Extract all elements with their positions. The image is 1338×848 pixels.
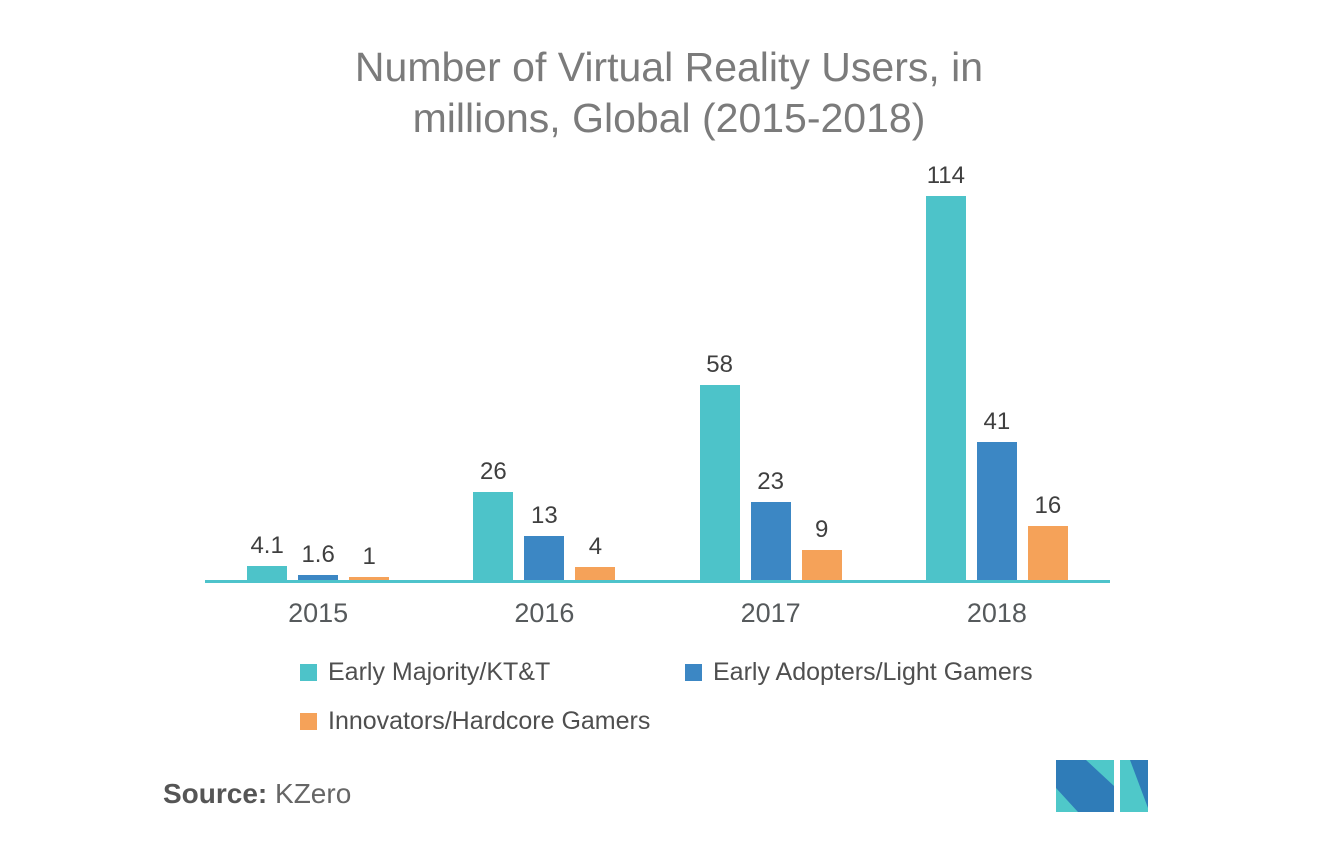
x-label-2018: 2018 [966,598,1027,628]
source-attribution: Source: KZero [163,778,351,810]
x-label-2016: 2016 [514,598,575,628]
bar-col: 41 [976,408,1017,580]
bar-col: 26 [473,458,514,580]
bar-group-2015: 4.1 1.6 1 [205,160,431,580]
value-label-early-majority-kt-t-2015: 4.1 [250,532,284,559]
innovators-hardcore-gamers-bar-2018 [1027,526,1068,580]
early-majority-kt-t-bar-2017 [699,385,740,580]
chart-legend: Early Majority/KT&T Early Adopters/Light… [300,658,1080,736]
legend-label: Early Majority/KT&T [328,658,551,686]
legend-swatch-icon [685,664,702,681]
value-label-early-majority-kt-t-2018: 114 [926,162,965,189]
value-label-innovators-hardcore-gamers-2016: 4 [588,533,603,560]
bar-col: 114 [925,162,966,580]
bar-col: 9 [801,516,842,580]
bar-col: 1 [349,543,390,580]
legend-swatch-icon [300,664,317,681]
value-label-early-adopters-light-gamers-2018: 41 [983,408,1011,435]
bar-col: 23 [750,468,791,580]
innovators-hardcore-gamers-bar-2016 [575,567,616,580]
chart-title-line1: Number of Virtual Reality Users, in [354,44,984,90]
bar-group-2017: 58 23 9 [658,160,884,580]
value-label-early-adopters-light-gamers-2015: 1.6 [301,541,335,568]
chart-plot: 4.1 1.6 1 26 13 4 58 23 9 114 41 16 [205,160,1110,583]
bar-group-2018: 114 41 16 [884,160,1110,580]
legend-item-early-adopters: Early Adopters/Light Gamers [685,658,1033,687]
innovators-hardcore-gamers-bar-2015 [349,577,390,580]
bar-col: 4.1 [247,532,288,580]
value-label-innovators-hardcore-gamers-2018: 16 [1034,492,1062,519]
bar-col: 58 [699,351,740,580]
mordor-intelligence-logo [1056,760,1148,812]
legend-label: Innovators/Hardcore Gamers [328,707,651,735]
value-label-early-adopters-light-gamers-2016: 13 [531,502,558,529]
x-label-2015: 2015 [288,598,349,628]
value-label-early-adopters-light-gamers-2017: 23 [757,468,784,495]
early-adopters-light-gamers-bar-2016 [524,536,565,580]
legend-item-early-majority: Early Majority/KT&T [300,658,685,687]
value-label-early-majority-kt-t-2016: 26 [480,458,507,485]
bar-col: 4 [575,533,616,580]
early-majority-kt-t-bar-2016 [473,492,514,580]
bar-col: 13 [524,502,565,580]
value-label-innovators-hardcore-gamers-2015: 1 [362,543,376,570]
bar-col: 16 [1027,492,1068,580]
legend-swatch-icon [300,713,317,730]
early-majority-kt-t-bar-2018 [925,196,966,580]
bar-group-2016: 26 13 4 [431,160,657,580]
innovators-hardcore-gamers-bar-2017 [801,550,842,580]
early-adopters-light-gamers-bar-2017 [750,502,791,580]
bar-col: 1.6 [298,541,339,580]
x-axis-labels: 2015 2016 2017 2018 [205,598,1110,629]
source-value: KZero [275,778,352,809]
value-label-early-majority-kt-t-2017: 58 [706,351,733,378]
legend-label: Early Adopters/Light Gamers [713,658,1033,686]
source-label: Source: [163,778,268,809]
early-majority-kt-t-bar-2015 [247,566,288,580]
chart-title-line2: millions, Global (2015-2018) [412,95,926,141]
early-adopters-light-gamers-bar-2015 [298,575,339,580]
chart-title: Number of Virtual Reality Users, in mill… [0,42,1338,144]
legend-item-innovators: Innovators/Hardcore Gamers [300,707,685,736]
value-label-innovators-hardcore-gamers-2017: 9 [814,516,829,543]
early-adopters-light-gamers-bar-2018 [976,442,1017,580]
x-label-2017: 2017 [740,598,801,628]
